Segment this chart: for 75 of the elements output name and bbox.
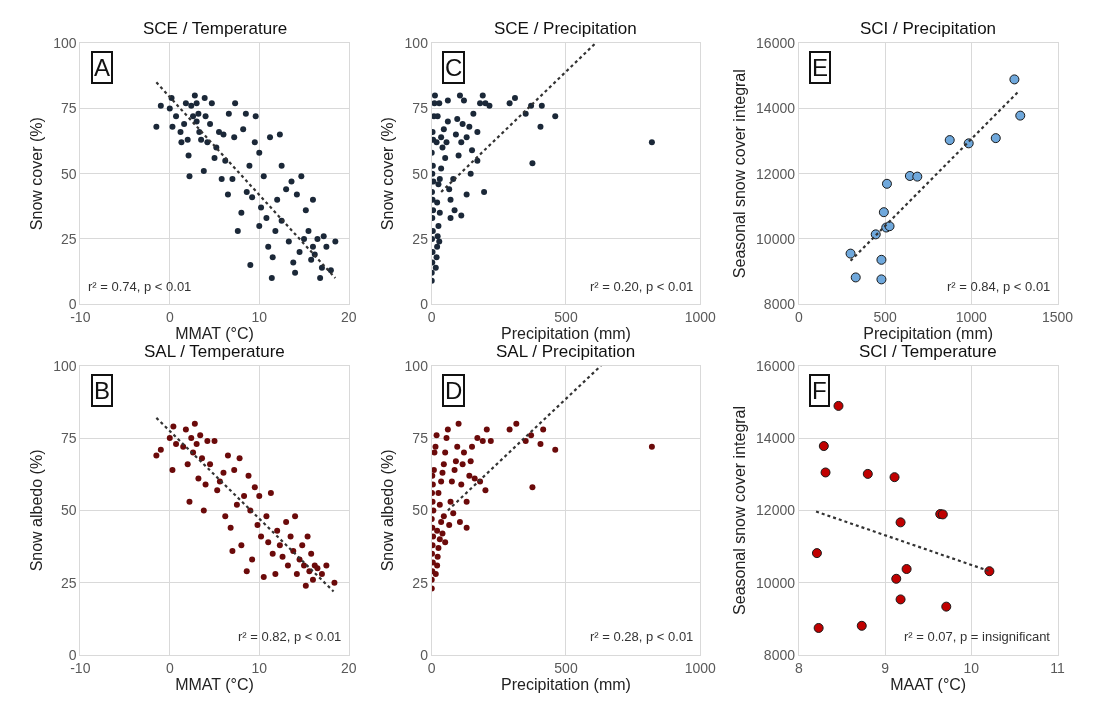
y-tick-label: 100 xyxy=(53,35,77,52)
y-axis-title: Snow albedo (%) xyxy=(379,449,397,572)
chart-title: SCE / Precipitation xyxy=(494,19,637,38)
y-tick-label: 25 xyxy=(412,230,429,247)
y-tick-label: 16000 xyxy=(756,357,796,374)
x-tick-label: 1000 xyxy=(684,659,716,676)
chart-title: SAL / Temperature xyxy=(144,342,285,361)
y-tick-label: 50 xyxy=(60,165,77,182)
y-axis-title: Snow albedo (%) xyxy=(28,449,46,572)
annotation: C xyxy=(445,54,463,81)
y-tick-label: 8000 xyxy=(763,647,796,663)
x-axis-title: Precipitation (mm) xyxy=(501,324,631,342)
chart-title: SCE / Temperature xyxy=(143,19,288,38)
x-tick-label: 0 xyxy=(165,308,174,325)
y-tick-label: 12000 xyxy=(756,165,796,182)
y-tick-label: 100 xyxy=(53,357,77,374)
x-tick-label: 10 xyxy=(251,659,268,676)
annotation: B xyxy=(94,377,111,404)
x-axis-title: MMAT (°C) xyxy=(175,324,254,342)
chart-title: SCI / Temperature xyxy=(859,342,997,361)
y-tick-label: 0 xyxy=(420,647,429,663)
annotation: E xyxy=(812,54,829,81)
y-tick-label: 0 xyxy=(420,296,429,313)
y-tick-label: 14000 xyxy=(756,100,796,117)
annotation: r² = 0.07, p = insignificant xyxy=(904,629,1051,644)
annotation: D xyxy=(445,377,463,404)
y-tick-label: 10000 xyxy=(756,230,796,247)
y-tick-label: 14000 xyxy=(756,429,796,446)
x-tick-label: 500 xyxy=(554,659,578,676)
annotation: A xyxy=(94,54,111,81)
y-tick-label: 75 xyxy=(412,429,429,446)
x-axis-title: Precipitation (mm) xyxy=(863,324,994,342)
x-tick-label: 11 xyxy=(1050,659,1065,676)
x-tick-label: 10 xyxy=(251,308,268,325)
y-tick-label: 16000 xyxy=(756,35,796,52)
y-axis-title: Seasonal snow cover integral xyxy=(730,69,748,279)
x-tick-label: 9 xyxy=(881,659,890,676)
x-tick-label: 1000 xyxy=(684,308,716,325)
y-tick-label: 50 xyxy=(412,502,429,519)
x-tick-label: 1500 xyxy=(1041,308,1074,325)
annotation: F xyxy=(812,377,827,404)
x-tick-label: 20 xyxy=(340,308,357,325)
x-tick-label: 500 xyxy=(873,308,897,325)
x-axis-title: MMAT (°C) xyxy=(175,675,254,693)
y-axis-title: Seasonal snow cover integral xyxy=(730,405,748,615)
chart-title: SCI / Precipitation xyxy=(860,19,997,38)
y-tick-label: 50 xyxy=(412,165,429,182)
x-axis-title: Precipitation (mm) xyxy=(501,675,631,693)
y-tick-label: 25 xyxy=(60,574,77,591)
chart-title: SAL / Precipitation xyxy=(496,342,636,361)
x-tick-label: 10 xyxy=(963,659,980,676)
x-tick-label: 0 xyxy=(165,659,174,676)
x-tick-label: 500 xyxy=(554,308,578,325)
x-tick-label: 1000 xyxy=(955,308,988,325)
annotation: r² = 0.74, p < 0.01 xyxy=(88,279,192,294)
annotation: r² = 0.84, p < 0.01 xyxy=(947,279,1051,294)
annotation: r² = 0.28, p < 0.01 xyxy=(590,629,694,644)
y-tick-label: 75 xyxy=(412,100,429,117)
y-axis-title: Snow cover (%) xyxy=(379,117,397,231)
y-tick-label: 75 xyxy=(60,100,77,117)
x-tick-label: 20 xyxy=(340,659,357,676)
y-tick-label: 75 xyxy=(60,429,77,446)
x-tick-label: 8 xyxy=(794,659,803,676)
annotation: r² = 0.20, p < 0.01 xyxy=(590,279,694,294)
y-tick-label: 100 xyxy=(404,35,429,52)
y-tick-label: 25 xyxy=(412,574,429,591)
x-axis-title: MAAT (°C) xyxy=(890,675,967,693)
y-axis-title: Snow cover (%) xyxy=(28,117,46,231)
y-tick-label: 100 xyxy=(404,357,429,374)
y-tick-label: 50 xyxy=(60,502,77,519)
annotation: r² = 0.82, p < 0.01 xyxy=(238,629,342,644)
y-tick-label: 12000 xyxy=(756,502,796,519)
y-tick-label: 25 xyxy=(60,230,77,247)
y-tick-label: 10000 xyxy=(756,574,796,591)
y-tick-label: 8000 xyxy=(763,296,796,313)
